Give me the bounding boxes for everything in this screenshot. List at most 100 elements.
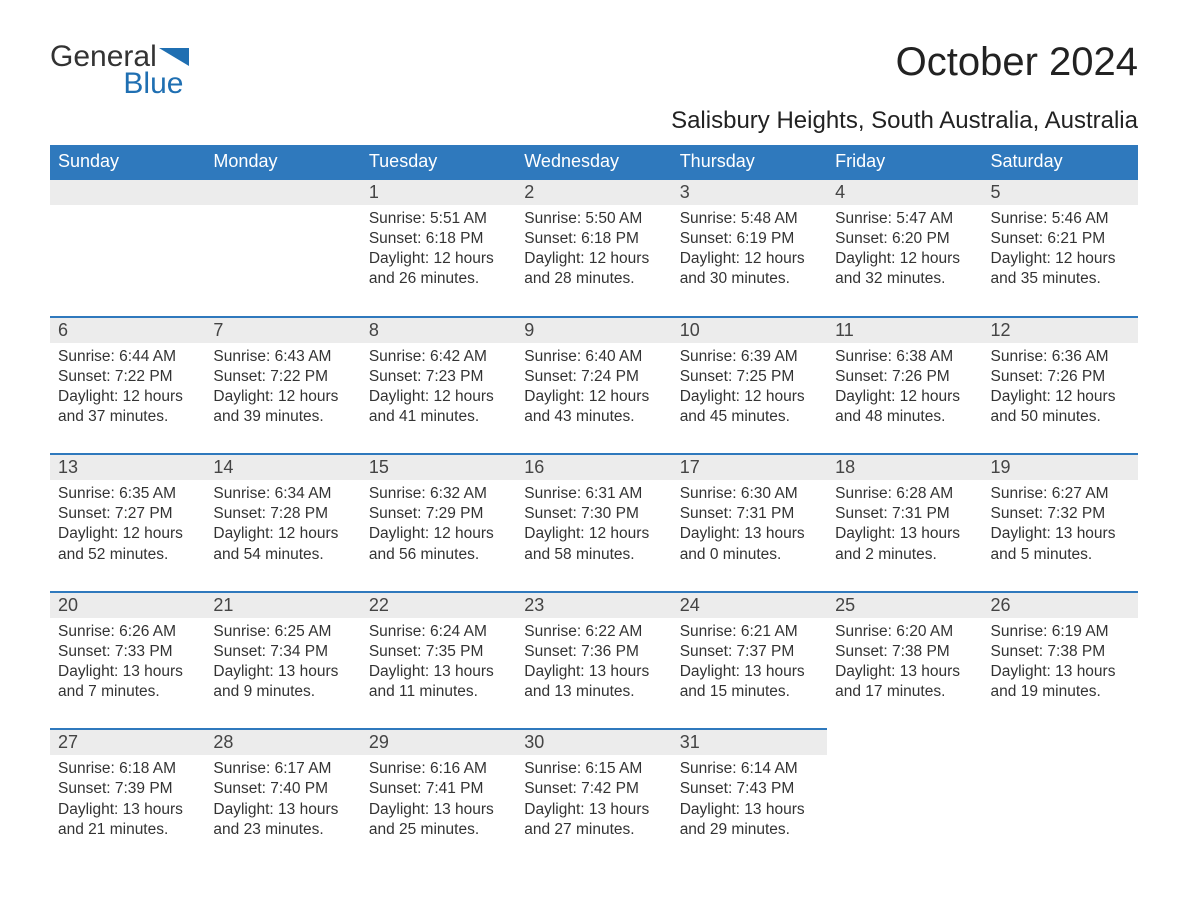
calendar-day-cell: 3Sunrise: 5:48 AMSunset: 6:19 PMDaylight… bbox=[672, 179, 827, 317]
daylight-text: Daylight: 13 hours and 7 minutes. bbox=[58, 662, 197, 702]
day-number: 11 bbox=[827, 318, 982, 343]
calendar-day-cell bbox=[50, 179, 205, 317]
sunrise-text: Sunrise: 6:24 AM bbox=[369, 622, 508, 642]
sunset-text: Sunset: 7:25 PM bbox=[680, 367, 819, 387]
sunset-text: Sunset: 6:21 PM bbox=[991, 229, 1130, 249]
weekday-header: Monday bbox=[205, 145, 360, 179]
sunset-text: Sunset: 7:32 PM bbox=[991, 504, 1130, 524]
sunrise-text: Sunrise: 6:34 AM bbox=[213, 484, 352, 504]
day-body: Sunrise: 6:26 AMSunset: 7:33 PMDaylight:… bbox=[50, 618, 205, 729]
sunset-text: Sunset: 7:41 PM bbox=[369, 779, 508, 799]
calendar-day-cell: 22Sunrise: 6:24 AMSunset: 7:35 PMDayligh… bbox=[361, 592, 516, 730]
sunrise-text: Sunrise: 6:42 AM bbox=[369, 347, 508, 367]
sunset-text: Sunset: 6:18 PM bbox=[369, 229, 508, 249]
day-number: 12 bbox=[983, 318, 1138, 343]
sunset-text: Sunset: 7:29 PM bbox=[369, 504, 508, 524]
sunset-text: Sunset: 7:27 PM bbox=[58, 504, 197, 524]
day-body: Sunrise: 5:51 AMSunset: 6:18 PMDaylight:… bbox=[361, 205, 516, 316]
day-number: 6 bbox=[50, 318, 205, 343]
daylight-text: Daylight: 12 hours and 52 minutes. bbox=[58, 524, 197, 564]
weekday-header: Wednesday bbox=[516, 145, 671, 179]
sunrise-text: Sunrise: 6:17 AM bbox=[213, 759, 352, 779]
day-body: Sunrise: 6:27 AMSunset: 7:32 PMDaylight:… bbox=[983, 480, 1138, 591]
sunrise-text: Sunrise: 6:20 AM bbox=[835, 622, 974, 642]
sunrise-text: Sunrise: 6:39 AM bbox=[680, 347, 819, 367]
day-body: Sunrise: 6:22 AMSunset: 7:36 PMDaylight:… bbox=[516, 618, 671, 729]
calendar-day-cell: 10Sunrise: 6:39 AMSunset: 7:25 PMDayligh… bbox=[672, 317, 827, 455]
sunrise-text: Sunrise: 6:25 AM bbox=[213, 622, 352, 642]
day-number-empty bbox=[205, 180, 360, 205]
sunset-text: Sunset: 7:39 PM bbox=[58, 779, 197, 799]
day-number: 4 bbox=[827, 180, 982, 205]
day-body: Sunrise: 5:48 AMSunset: 6:19 PMDaylight:… bbox=[672, 205, 827, 316]
day-body: Sunrise: 6:44 AMSunset: 7:22 PMDaylight:… bbox=[50, 343, 205, 454]
weekday-header: Sunday bbox=[50, 145, 205, 179]
sunrise-text: Sunrise: 6:43 AM bbox=[213, 347, 352, 367]
weekday-header-row: Sunday Monday Tuesday Wednesday Thursday… bbox=[50, 145, 1138, 179]
daylight-text: Daylight: 12 hours and 30 minutes. bbox=[680, 249, 819, 289]
day-body: Sunrise: 6:43 AMSunset: 7:22 PMDaylight:… bbox=[205, 343, 360, 454]
daylight-text: Daylight: 12 hours and 39 minutes. bbox=[213, 387, 352, 427]
calendar-day-cell: 26Sunrise: 6:19 AMSunset: 7:38 PMDayligh… bbox=[983, 592, 1138, 730]
day-number: 21 bbox=[205, 593, 360, 618]
day-number-empty bbox=[50, 180, 205, 205]
calendar-day-cell bbox=[827, 729, 982, 866]
sunrise-text: Sunrise: 6:36 AM bbox=[991, 347, 1130, 367]
day-body: Sunrise: 6:14 AMSunset: 7:43 PMDaylight:… bbox=[672, 755, 827, 866]
sunrise-text: Sunrise: 6:40 AM bbox=[524, 347, 663, 367]
calendar-week-row: 20Sunrise: 6:26 AMSunset: 7:33 PMDayligh… bbox=[50, 592, 1138, 730]
day-number: 19 bbox=[983, 455, 1138, 480]
sunrise-text: Sunrise: 6:26 AM bbox=[58, 622, 197, 642]
sunset-text: Sunset: 7:40 PM bbox=[213, 779, 352, 799]
calendar-day-cell: 8Sunrise: 6:42 AMSunset: 7:23 PMDaylight… bbox=[361, 317, 516, 455]
calendar-day-cell: 28Sunrise: 6:17 AMSunset: 7:40 PMDayligh… bbox=[205, 729, 360, 866]
day-body-empty bbox=[50, 205, 205, 255]
day-number: 18 bbox=[827, 455, 982, 480]
day-number: 27 bbox=[50, 730, 205, 755]
calendar-day-cell: 12Sunrise: 6:36 AMSunset: 7:26 PMDayligh… bbox=[983, 317, 1138, 455]
day-number-empty bbox=[827, 729, 982, 754]
day-body: Sunrise: 6:39 AMSunset: 7:25 PMDaylight:… bbox=[672, 343, 827, 454]
day-body: Sunrise: 6:32 AMSunset: 7:29 PMDaylight:… bbox=[361, 480, 516, 591]
day-number: 8 bbox=[361, 318, 516, 343]
sunset-text: Sunset: 6:19 PM bbox=[680, 229, 819, 249]
daylight-text: Daylight: 12 hours and 56 minutes. bbox=[369, 524, 508, 564]
calendar-day-cell bbox=[205, 179, 360, 317]
calendar-day-cell: 27Sunrise: 6:18 AMSunset: 7:39 PMDayligh… bbox=[50, 729, 205, 866]
sunrise-text: Sunrise: 5:48 AM bbox=[680, 209, 819, 229]
sunset-text: Sunset: 6:18 PM bbox=[524, 229, 663, 249]
day-body: Sunrise: 6:34 AMSunset: 7:28 PMDaylight:… bbox=[205, 480, 360, 591]
day-number: 30 bbox=[516, 730, 671, 755]
sunset-text: Sunset: 7:30 PM bbox=[524, 504, 663, 524]
day-body: Sunrise: 6:19 AMSunset: 7:38 PMDaylight:… bbox=[983, 618, 1138, 729]
day-body: Sunrise: 6:18 AMSunset: 7:39 PMDaylight:… bbox=[50, 755, 205, 866]
day-body: Sunrise: 6:20 AMSunset: 7:38 PMDaylight:… bbox=[827, 618, 982, 729]
daylight-text: Daylight: 12 hours and 48 minutes. bbox=[835, 387, 974, 427]
sunrise-text: Sunrise: 6:27 AM bbox=[991, 484, 1130, 504]
sunrise-text: Sunrise: 6:14 AM bbox=[680, 759, 819, 779]
sunset-text: Sunset: 7:37 PM bbox=[680, 642, 819, 662]
sunrise-text: Sunrise: 5:46 AM bbox=[991, 209, 1130, 229]
calendar-day-cell: 31Sunrise: 6:14 AMSunset: 7:43 PMDayligh… bbox=[672, 729, 827, 866]
sunrise-text: Sunrise: 5:50 AM bbox=[524, 209, 663, 229]
day-number: 5 bbox=[983, 180, 1138, 205]
sunset-text: Sunset: 7:33 PM bbox=[58, 642, 197, 662]
sunset-text: Sunset: 7:34 PM bbox=[213, 642, 352, 662]
sunset-text: Sunset: 7:23 PM bbox=[369, 367, 508, 387]
day-body: Sunrise: 6:42 AMSunset: 7:23 PMDaylight:… bbox=[361, 343, 516, 454]
day-body: Sunrise: 6:24 AMSunset: 7:35 PMDaylight:… bbox=[361, 618, 516, 729]
calendar-day-cell: 4Sunrise: 5:47 AMSunset: 6:20 PMDaylight… bbox=[827, 179, 982, 317]
daylight-text: Daylight: 12 hours and 50 minutes. bbox=[991, 387, 1130, 427]
sunset-text: Sunset: 7:42 PM bbox=[524, 779, 663, 799]
daylight-text: Daylight: 13 hours and 15 minutes. bbox=[680, 662, 819, 702]
day-body: Sunrise: 6:15 AMSunset: 7:42 PMDaylight:… bbox=[516, 755, 671, 866]
day-number: 15 bbox=[361, 455, 516, 480]
calendar-week-row: 13Sunrise: 6:35 AMSunset: 7:27 PMDayligh… bbox=[50, 454, 1138, 592]
daylight-text: Daylight: 12 hours and 45 minutes. bbox=[680, 387, 819, 427]
day-number: 1 bbox=[361, 180, 516, 205]
sunset-text: Sunset: 7:35 PM bbox=[369, 642, 508, 662]
calendar-week-row: 27Sunrise: 6:18 AMSunset: 7:39 PMDayligh… bbox=[50, 729, 1138, 866]
calendar-day-cell: 1Sunrise: 5:51 AMSunset: 6:18 PMDaylight… bbox=[361, 179, 516, 317]
daylight-text: Daylight: 13 hours and 17 minutes. bbox=[835, 662, 974, 702]
calendar-day-cell: 7Sunrise: 6:43 AMSunset: 7:22 PMDaylight… bbox=[205, 317, 360, 455]
